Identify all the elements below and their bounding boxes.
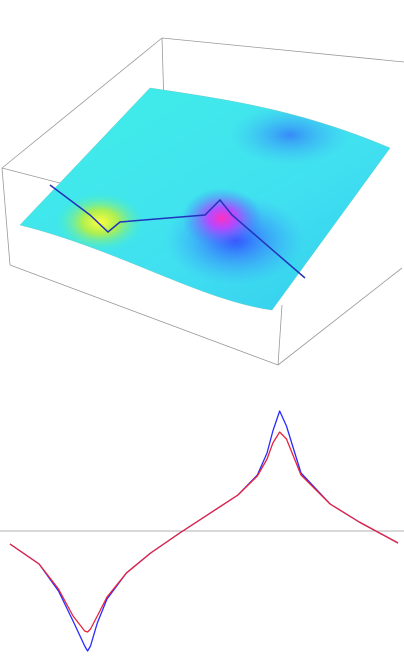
line-series xyxy=(9,431,399,633)
surface-plot xyxy=(1,37,404,366)
